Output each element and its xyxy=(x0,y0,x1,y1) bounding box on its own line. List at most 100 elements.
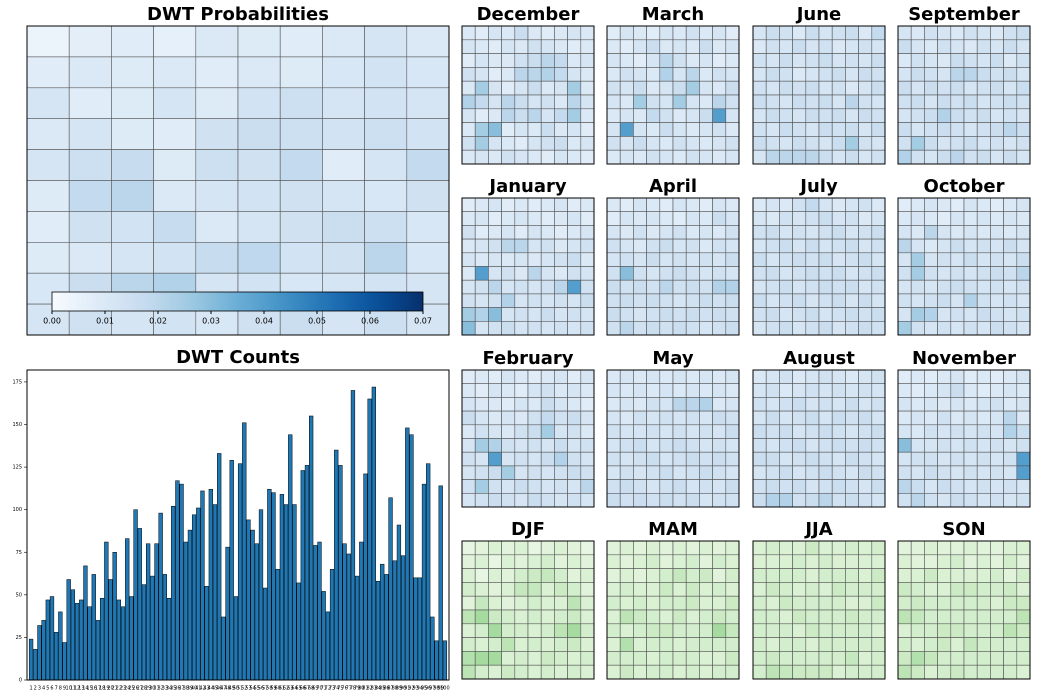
heatmap-cell xyxy=(950,479,965,494)
heatmap-cell xyxy=(646,211,661,226)
heatmap-cell xyxy=(606,383,621,398)
heatmap-cell xyxy=(990,637,1004,652)
heatmap-cell xyxy=(646,651,661,666)
heatmap-cell xyxy=(1003,108,1018,123)
bar xyxy=(409,434,414,681)
heatmap-cell xyxy=(514,623,529,638)
heatmap-cell xyxy=(805,595,820,611)
heatmap-cell xyxy=(527,307,542,322)
heatmap-cell xyxy=(461,307,476,322)
bar xyxy=(95,620,101,681)
heatmap-cell xyxy=(619,108,634,123)
heatmap-cell xyxy=(461,424,476,439)
heatmap-cell xyxy=(937,424,952,439)
heatmap-cell xyxy=(725,651,740,666)
heatmap-cell xyxy=(858,424,873,439)
heatmap-cell xyxy=(659,664,674,680)
bar xyxy=(225,546,230,681)
heatmap-cell xyxy=(818,108,833,123)
heatmap-cell xyxy=(580,397,595,412)
heatmap-cell xyxy=(685,39,700,54)
heatmap-cell xyxy=(633,492,647,508)
bar xyxy=(267,488,272,681)
heatmap-cell xyxy=(554,266,568,281)
heatmap-cell xyxy=(779,279,793,295)
heatmap-cell xyxy=(937,67,952,82)
heatmap-cell xyxy=(937,664,952,680)
heatmap-cell xyxy=(858,582,873,597)
heatmap-cell xyxy=(501,25,516,41)
heatmap-cell xyxy=(567,136,582,151)
heatmap-cell xyxy=(976,94,991,110)
heatmap-cell xyxy=(685,595,700,611)
bar xyxy=(359,541,364,681)
heatmap-cell xyxy=(871,424,886,439)
heatmap-cell xyxy=(619,39,634,54)
heatmap-cell xyxy=(659,623,674,638)
x-tick-label: 74 xyxy=(333,686,339,692)
heatmap-cell xyxy=(845,637,859,652)
heatmap-cell xyxy=(633,266,647,281)
heatmap-cell xyxy=(752,369,767,384)
heatmap-cell xyxy=(527,383,542,398)
heatmap-cell xyxy=(831,94,846,110)
heatmap-cell xyxy=(752,465,767,480)
heatmap-cell xyxy=(924,637,938,652)
heatmap-cell xyxy=(659,637,674,652)
heatmap-cell xyxy=(699,609,713,625)
heatmap-cell xyxy=(619,67,634,82)
heatmap-cell xyxy=(567,397,582,412)
bar xyxy=(292,504,297,681)
heatmap-cell xyxy=(725,383,740,398)
heatmap-cell xyxy=(858,568,873,583)
heatmap-cell xyxy=(26,118,70,150)
heatmap-cell xyxy=(1003,595,1018,611)
heatmap-cell xyxy=(1016,39,1031,54)
heatmap-cell xyxy=(725,397,740,412)
heatmap-cell xyxy=(685,80,700,96)
heatmap-cell xyxy=(606,320,621,336)
heatmap-cell xyxy=(461,197,476,212)
heatmap-cell xyxy=(725,451,740,467)
heatmap-cell xyxy=(540,67,555,82)
heatmap-cell xyxy=(725,67,740,82)
bar xyxy=(342,543,347,681)
heatmap-cell xyxy=(567,25,582,41)
heatmap-cell xyxy=(779,424,793,439)
heatmap-cell xyxy=(1003,609,1018,625)
heatmap-cell xyxy=(752,492,767,508)
x-tick-label: 31 xyxy=(153,686,159,692)
heatmap-cell xyxy=(845,293,859,308)
heatmap-cell xyxy=(1016,651,1031,666)
heatmap-cell xyxy=(765,451,780,467)
heatmap-cell xyxy=(990,279,1004,295)
heatmap-cell xyxy=(792,451,807,467)
heatmap-cell xyxy=(792,410,807,426)
bar xyxy=(426,463,431,681)
heatmap-cell xyxy=(685,108,700,123)
heatmap-cell xyxy=(858,252,873,267)
heatmap-cell xyxy=(540,465,555,480)
heatmap-cell xyxy=(195,149,239,181)
heatmap-cell xyxy=(554,369,568,384)
heatmap-cell xyxy=(527,122,542,137)
heatmap-cell xyxy=(461,211,476,226)
heatmap-cell xyxy=(950,25,965,41)
x-tick-label: 64 xyxy=(291,686,297,692)
heatmap-cell xyxy=(792,582,807,597)
heatmap-cell xyxy=(818,595,833,611)
heatmap-cell xyxy=(818,369,833,384)
heatmap-cell xyxy=(540,397,555,412)
heatmap-cell xyxy=(765,320,780,336)
heatmap-cell xyxy=(514,369,529,384)
bar xyxy=(79,599,84,681)
heatmap-cell xyxy=(963,320,978,336)
heatmap-cell xyxy=(765,25,780,41)
heatmap-cell xyxy=(871,492,886,508)
heatmap-cell xyxy=(633,568,647,583)
plot-frame xyxy=(752,25,886,165)
plot-frame xyxy=(897,540,1031,680)
heatmap-cell xyxy=(725,595,740,611)
heatmap-cell xyxy=(976,136,991,151)
heatmap-cell xyxy=(619,149,634,165)
